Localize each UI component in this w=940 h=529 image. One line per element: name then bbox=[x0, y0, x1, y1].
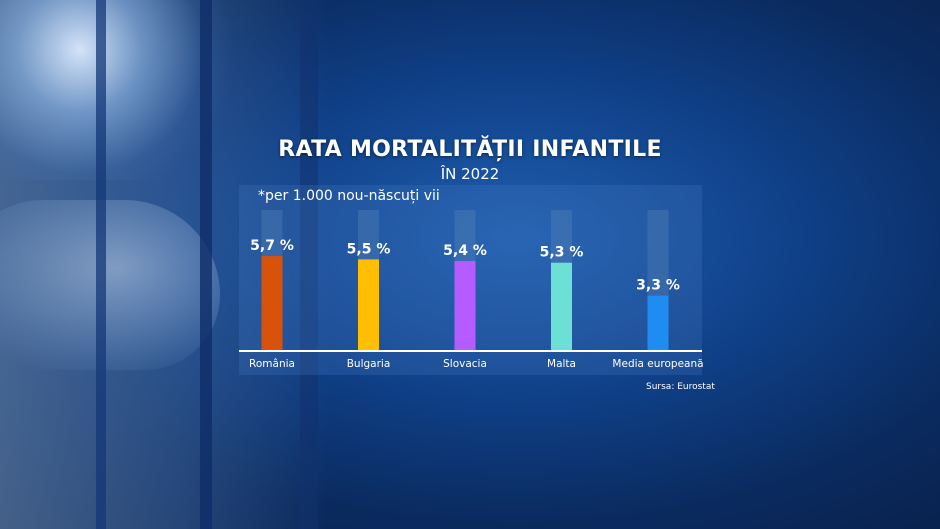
data-label: 5,7 % bbox=[250, 238, 294, 254]
background-stripe bbox=[200, 0, 212, 529]
background-stripe bbox=[96, 0, 106, 529]
bar bbox=[358, 259, 379, 350]
chart-title: RATA MORTALITĂȚII INFANTILE bbox=[278, 137, 662, 162]
data-label: 5,4 % bbox=[443, 243, 487, 259]
x-tick-label: Malta bbox=[547, 358, 576, 370]
bar bbox=[454, 261, 476, 350]
source-label: Sursa: Eurostat bbox=[646, 382, 715, 392]
data-label: 5,5 % bbox=[347, 241, 391, 257]
x-tick-label: Bulgaria bbox=[347, 358, 391, 370]
bar bbox=[551, 262, 572, 350]
data-label: 3,3 % bbox=[636, 278, 680, 294]
data-label: 5,3 % bbox=[540, 245, 584, 261]
bar bbox=[261, 256, 283, 350]
background-hand bbox=[0, 200, 220, 370]
background-stripe bbox=[300, 0, 318, 529]
x-tick-label: Media europeană bbox=[612, 358, 703, 370]
x-tick-label: Slovacia bbox=[443, 358, 487, 370]
chart-note: *per 1.000 nou-născuți vii bbox=[258, 188, 440, 204]
chart-subtitle: ÎN 2022 bbox=[440, 165, 500, 183]
x-tick-label: România bbox=[249, 358, 295, 370]
bar bbox=[647, 295, 669, 350]
